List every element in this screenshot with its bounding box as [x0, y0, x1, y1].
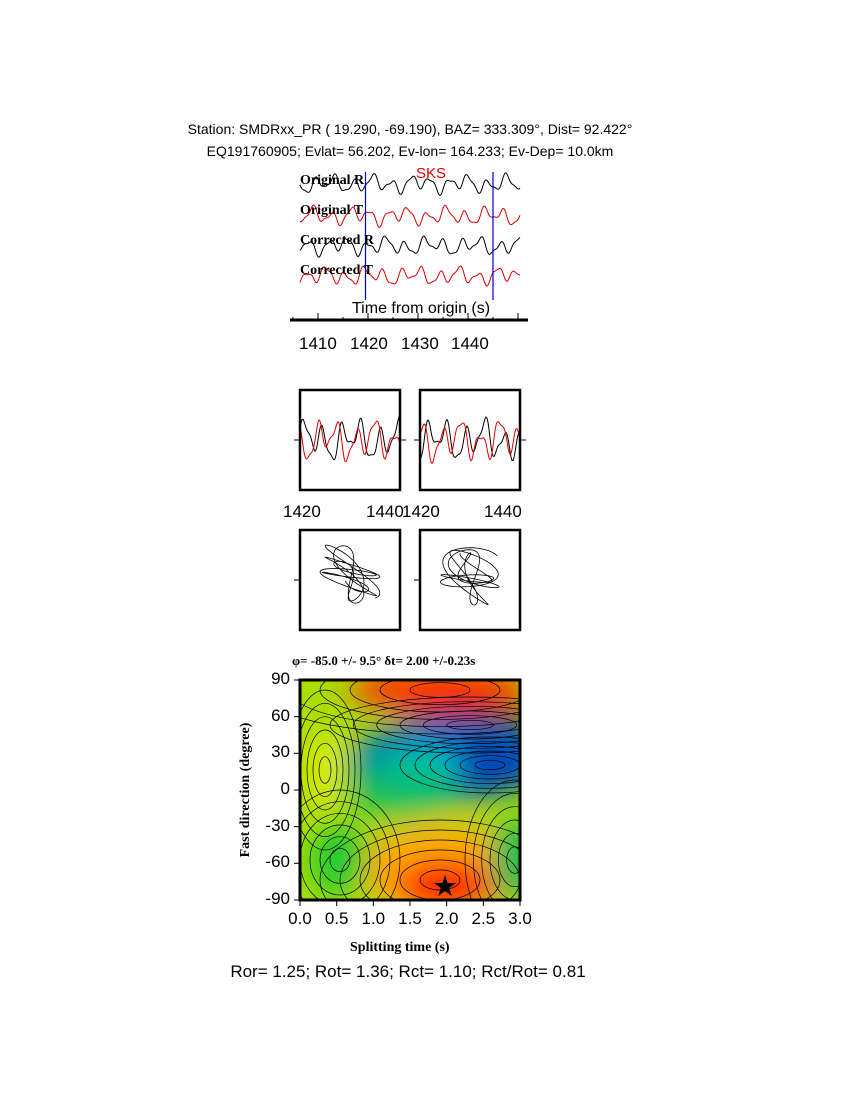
- contour-line: [319, 836, 361, 884]
- waveform-panels: [294, 388, 526, 632]
- trace-xtick: 1410: [299, 334, 337, 353]
- contour-line: [353, 701, 520, 749]
- waveform-r: [419, 416, 521, 462]
- waveform-t: [299, 419, 401, 463]
- contour-line: [497, 832, 520, 888]
- contour-ytick: 0: [280, 779, 290, 798]
- contour-line: [379, 680, 501, 706]
- particle-motion: [319, 544, 381, 604]
- station-header: Station: SMDRxx_PR ( 19.290, -69.190), B…: [187, 121, 633, 137]
- trace-label-corrected-r: Corrected R: [300, 233, 374, 248]
- footer-ratios: Ror= 1.25; Rot= 1.36; Rct= 1.10; Rct/Rot…: [230, 962, 586, 981]
- contour-line: [309, 824, 371, 896]
- contour-line: [312, 742, 338, 798]
- event-header: EQ191760905; Evlat= 56.202, Ev-lon= 164.…: [206, 143, 614, 159]
- contour-line: [300, 812, 381, 900]
- trace-line: [299, 235, 521, 258]
- contour-line: [464, 779, 520, 900]
- contour-line: [399, 736, 520, 794]
- trace-line: [299, 204, 521, 228]
- contour-xtick: 3.0: [508, 909, 532, 928]
- waveform-t: [419, 420, 521, 465]
- contour-line: [419, 869, 461, 891]
- contour-title: φ= -85.0 +/- 9.5° δt= 2.00 +/-0.23s: [292, 653, 476, 668]
- contour-ytick: 90: [271, 669, 290, 688]
- particle-motion: [439, 547, 500, 606]
- waveform-r: [299, 415, 401, 461]
- particle-motion-box: [418, 528, 522, 632]
- contour-line: [459, 755, 520, 775]
- contour-ytick: -60: [265, 852, 290, 872]
- contour-line: [300, 717, 520, 735]
- contour-line: [329, 696, 520, 754]
- contour-line: [300, 689, 362, 851]
- trace-xtick: 1420: [350, 334, 388, 353]
- trace-label-corrected-t: Corrected T: [300, 263, 373, 278]
- trace-label-original-t: Original T: [300, 203, 364, 218]
- contour-line: [300, 789, 401, 900]
- contour-xtick: 0.5: [324, 909, 349, 928]
- contour-line: [472, 793, 520, 900]
- contour-line: [481, 806, 520, 900]
- contour-line: [444, 750, 520, 780]
- contour-xtick: 1.5: [398, 909, 422, 928]
- box2-xtick: 1440: [484, 502, 522, 521]
- trace-line: [299, 172, 521, 197]
- trace-xtick: 1430: [401, 334, 439, 353]
- contour-line: [319, 819, 520, 900]
- trace-label-original-r: Original R: [300, 173, 365, 188]
- contour-line: [359, 839, 520, 900]
- contour-xtick: 1.0: [361, 909, 386, 928]
- contour-line: [300, 702, 520, 728]
- phase-label: SKS: [416, 165, 447, 182]
- contour-line: [329, 847, 351, 873]
- contour-line: [489, 819, 520, 900]
- best-fit-star-icon: [434, 875, 456, 896]
- contour-line: [399, 710, 520, 740]
- contour-xtick: 2.5: [471, 909, 496, 928]
- contour-plot: [300, 680, 520, 900]
- contour-line: [414, 741, 520, 789]
- contour-ytick: 60: [271, 705, 290, 725]
- contour-line: [319, 680, 520, 720]
- contour-xlabel: Splitting time (s): [350, 940, 450, 955]
- contour-line: [379, 849, 501, 900]
- box1-xtick: 1440: [366, 502, 404, 521]
- contour-xtick: 0.0: [288, 909, 312, 928]
- contour-ytick: -90: [265, 889, 290, 908]
- contour-ytick: -30: [265, 815, 290, 835]
- contour-line: [399, 859, 481, 900]
- contour-line: [376, 705, 520, 745]
- box2-xtick: 1420: [402, 502, 440, 521]
- contour-line: [300, 703, 356, 837]
- contour-line: [306, 729, 344, 811]
- box1-xtick: 1420: [283, 502, 321, 521]
- contour-xtick: 2.0: [434, 909, 459, 928]
- contour-line: [300, 801, 391, 900]
- contour-line: [506, 846, 520, 874]
- contour-ytick: 30: [271, 742, 290, 762]
- trace-xlabel: Time from origin (s): [352, 300, 491, 317]
- trace-line: [299, 265, 521, 287]
- contour-line: [318, 756, 332, 784]
- contour-line: [429, 745, 520, 785]
- trace-xtick: 1440: [451, 334, 489, 353]
- trace-panel: [290, 172, 528, 322]
- contour-line: [474, 759, 506, 771]
- contour-line: [339, 829, 520, 900]
- contour-line: [446, 719, 494, 731]
- contour-line: [422, 715, 518, 735]
- contour-ylabel: Fast direction (degree): [238, 722, 253, 858]
